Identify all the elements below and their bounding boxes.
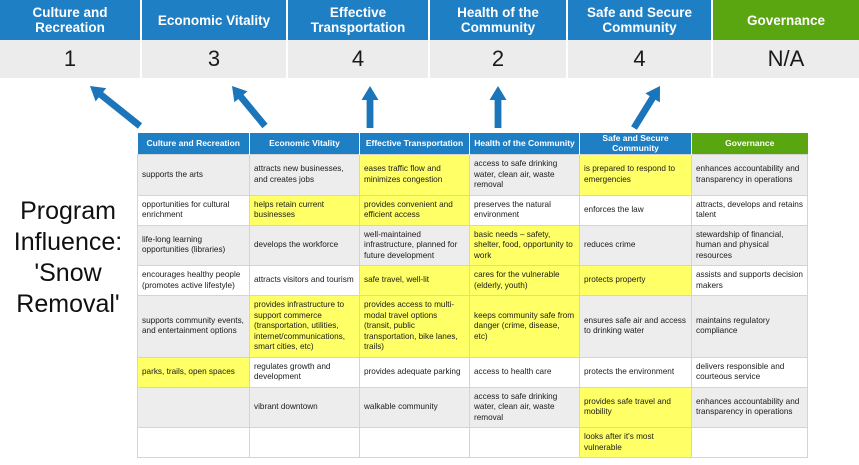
outcome-statements-matrix: Culture and Recreation Economic Vitality E… bbox=[137, 133, 808, 458]
matrix-cell: supports community events, and entertain… bbox=[137, 295, 250, 358]
matrix-cell-highlighted: keeps community safe from danger (crime,… bbox=[469, 295, 580, 358]
matrix-cell: provides adequate parking bbox=[359, 356, 470, 388]
matrix-cell bbox=[359, 427, 470, 458]
scorecard-value-economic-vitality: 3 bbox=[142, 40, 288, 78]
matrix-cell: life-long learning opportunities (librar… bbox=[137, 224, 250, 266]
arrow-economic-vitality bbox=[232, 86, 268, 129]
matrix-cell: regulates growth and development bbox=[249, 356, 360, 388]
matrix-cell: well-maintained infrastructure, planned … bbox=[359, 224, 470, 266]
arrow-safe-and-secure-community bbox=[631, 86, 660, 130]
matrix-cell-highlighted: provides convenient and efficient access bbox=[359, 194, 470, 226]
matrix-header-safe-and-secure-community: Safe and Secure Community bbox=[579, 133, 692, 155]
matrix-cell: access to safe drinking water, clean air… bbox=[469, 154, 580, 196]
matrix-row: opportunities for cultural enrichment hel… bbox=[137, 194, 808, 226]
matrix-row: supports community events, and entertain… bbox=[137, 295, 808, 358]
matrix-header-governance: Governance bbox=[691, 133, 808, 155]
matrix-row: life-long learning opportunities (librar… bbox=[137, 224, 808, 266]
matrix-cell-highlighted: provides safe travel and mobility bbox=[579, 386, 692, 428]
caption-line-1: Program bbox=[20, 197, 116, 225]
matrix-cell: develops the workforce bbox=[249, 224, 360, 266]
matrix-cell-highlighted: helps retain current businesses bbox=[249, 194, 360, 226]
matrix-cell: preserves the natural environment bbox=[469, 194, 580, 226]
matrix-header-economic-vitality: Economic Vitality bbox=[249, 133, 360, 155]
matrix-cell-highlighted: provides infrastructure to support comme… bbox=[249, 295, 360, 358]
matrix-cell: supports the arts bbox=[137, 154, 250, 196]
matrix-cell: enhances accountability and transparency… bbox=[691, 386, 808, 428]
matrix-cell: stewardship of financial, human and phys… bbox=[691, 224, 808, 266]
matrix-row: supports the arts attracts new businesses… bbox=[137, 154, 808, 196]
matrix-cell: attracts visitors and tourism bbox=[249, 265, 360, 296]
matrix-row: parks, trails, open spaces regulates grow… bbox=[137, 356, 808, 388]
matrix-cell: delivers responsible and courteous servi… bbox=[691, 356, 808, 388]
scorecard-header-governance: Governance bbox=[713, 0, 859, 40]
matrix-cell-highlighted: basic needs – safety, shelter, food, opp… bbox=[469, 224, 580, 266]
matrix-cell: access to safe drinking water, clean air… bbox=[469, 386, 580, 428]
scorecard-header-effective-transportation: Effective Transportation bbox=[288, 0, 430, 40]
matrix-cell bbox=[249, 427, 360, 458]
caption-line-3: 'Snow bbox=[34, 259, 102, 287]
matrix-cell: encourages healthy people (promotes acti… bbox=[137, 265, 250, 296]
scorecard-value-safe-and-secure-community: 4 bbox=[568, 40, 713, 78]
matrix-cell: maintains regulatory compliance bbox=[691, 295, 808, 358]
matrix-header-culture-and-recreation: Culture and Recreation bbox=[137, 133, 250, 155]
matrix-cell: reduces crime bbox=[579, 224, 692, 266]
matrix-cell-highlighted: cares for the vulnerable (elderly, youth… bbox=[469, 265, 580, 296]
caption-line-2: Influence: bbox=[13, 228, 123, 256]
scorecard-summary-bar: Culture and Recreation Economic Vitality E… bbox=[0, 0, 859, 78]
matrix-header-health-of-the-community: Health of the Community bbox=[469, 133, 580, 155]
influence-arrows-group bbox=[90, 86, 660, 130]
matrix-cell: vibrant downtown bbox=[249, 386, 360, 428]
scorecard-value-health-of-the-community: 2 bbox=[430, 40, 568, 78]
matrix-cell: attracts, develops and retains talent bbox=[691, 194, 808, 226]
scorecard-value-effective-transportation: 4 bbox=[288, 40, 430, 78]
matrix-cell bbox=[137, 386, 250, 428]
matrix-row: encourages healthy people (promotes acti… bbox=[137, 265, 808, 296]
scorecard-value-row: 1 3 4 2 4 N/A bbox=[0, 40, 859, 78]
matrix-header-effective-transportation: Effective Transportation bbox=[359, 133, 470, 155]
matrix-cell-highlighted: provides access to multi-modal travel op… bbox=[359, 295, 470, 358]
matrix-cell-highlighted: safe travel, well-lit bbox=[359, 265, 470, 296]
matrix-cell-highlighted: is prepared to respond to emergencies bbox=[579, 154, 692, 196]
program-influence-caption: Program Influence: 'Snow Removal' bbox=[2, 196, 134, 320]
scorecard-value-culture-and-recreation: 1 bbox=[0, 40, 142, 78]
matrix-cell: walkable community bbox=[359, 386, 470, 428]
arrow-culture-and-recreation bbox=[90, 86, 143, 129]
scorecard-header-health-of-the-community: Health of the Community bbox=[430, 0, 568, 40]
matrix-cell bbox=[691, 427, 808, 458]
matrix-cell: assists and supports decision makers bbox=[691, 265, 808, 296]
scorecard-header-culture-and-recreation: Culture and Recreation bbox=[0, 0, 142, 40]
matrix-body: supports the arts attracts new businesses… bbox=[137, 154, 808, 458]
matrix-cell bbox=[137, 427, 250, 458]
matrix-cell: attracts new businesses, and creates job… bbox=[249, 154, 360, 196]
scorecard-header-safe-and-secure-community: Safe and Secure Community bbox=[568, 0, 713, 40]
matrix-cell: enforces the law bbox=[579, 194, 692, 226]
scorecard-header-economic-vitality: Economic Vitality bbox=[142, 0, 288, 40]
matrix-cell-highlighted: looks after it's most vulnerable bbox=[579, 427, 692, 458]
matrix-cell-highlighted: eases traffic flow and minimizes congest… bbox=[359, 154, 470, 196]
matrix-cell bbox=[469, 427, 580, 458]
matrix-row: looks after it's most vulnerable bbox=[137, 427, 808, 458]
matrix-header-row: Culture and Recreation Economic Vitality E… bbox=[137, 133, 808, 155]
matrix-cell-highlighted: protects property bbox=[579, 265, 692, 296]
matrix-cell: enhances accountability and transparency… bbox=[691, 154, 808, 196]
matrix-row: vibrant downtown walkable community access… bbox=[137, 386, 808, 428]
matrix-cell: access to health care bbox=[469, 356, 580, 388]
scorecard-header-row: Culture and Recreation Economic Vitality E… bbox=[0, 0, 859, 40]
arrow-health-of-the-community bbox=[489, 86, 507, 128]
matrix-cell: ensures safe air and access to drinking … bbox=[579, 295, 692, 358]
caption-line-4: Removal' bbox=[16, 290, 120, 318]
matrix-cell: opportunities for cultural enrichment bbox=[137, 194, 250, 226]
arrow-effective-transportation bbox=[361, 86, 379, 128]
scorecard-value-governance: N/A bbox=[713, 40, 859, 78]
matrix-cell-highlighted: parks, trails, open spaces bbox=[137, 356, 250, 388]
matrix-cell: protects the environment bbox=[579, 356, 692, 388]
